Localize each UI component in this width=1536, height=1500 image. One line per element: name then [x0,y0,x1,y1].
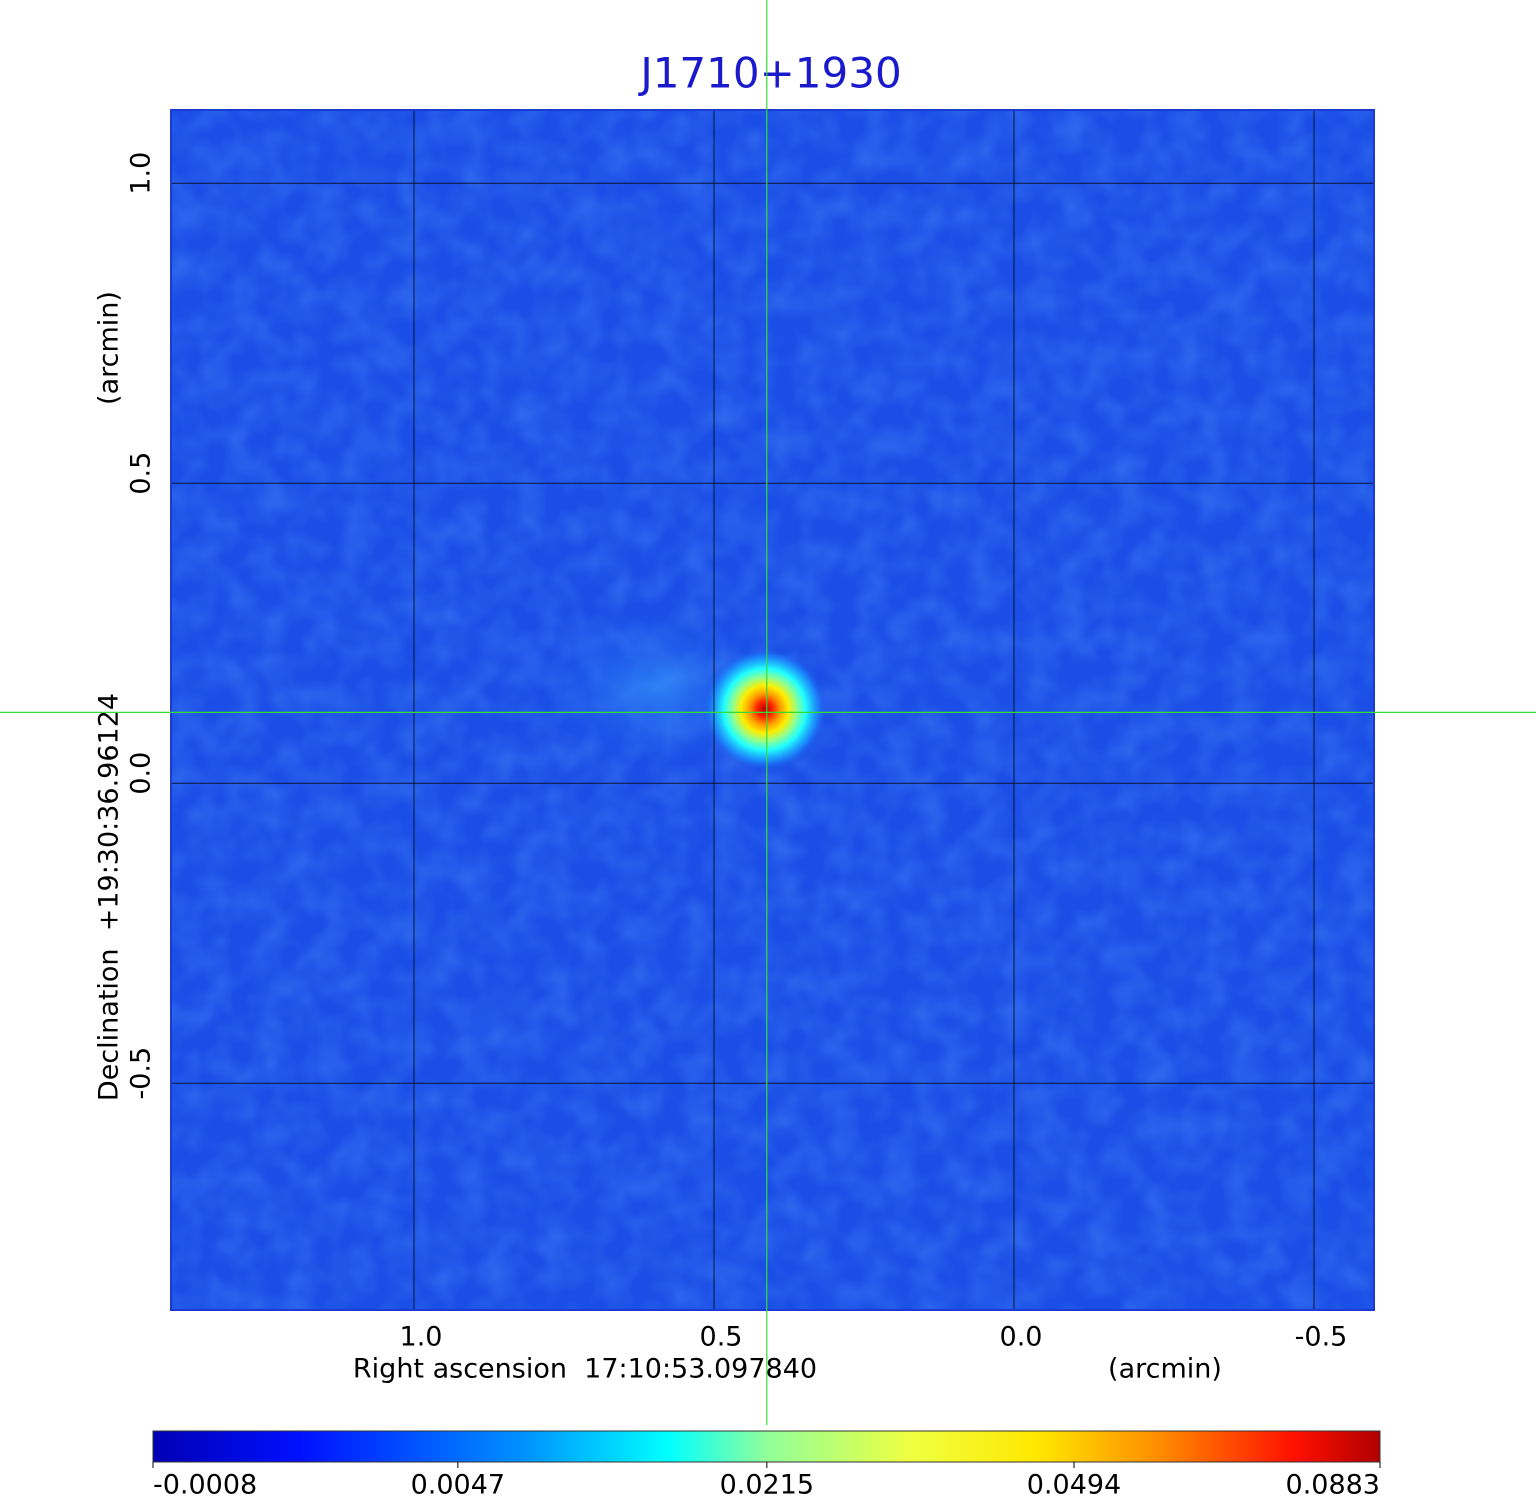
x-tick-label: -0.5 [1295,1322,1348,1353]
colorbar-tick-label: 0.0047 [411,1470,505,1500]
y-tick-label: -0.5 [126,1047,157,1100]
colorbar-tick-label: 0.0215 [720,1470,814,1500]
x-tick-label: 0.0 [1000,1322,1043,1353]
x-axis-unit: (arcmin) [1108,1354,1222,1385]
colorbar-tick-label: 0.0883 [1286,1470,1380,1500]
x-tick-label: 1.0 [400,1322,443,1353]
y-tick-label: 0.5 [126,452,157,495]
y-tick-label: 0.0 [126,752,157,795]
y-axis-label: Declination +19:30:36.96124 [94,693,125,1101]
colorbar-tick-label: 0.0494 [1027,1470,1121,1500]
chart-title: J1710+1930 [637,49,901,98]
y-tick-label: 1.0 [126,152,157,195]
x-axis-label: Right ascension 17:10:53.097840 [353,1354,817,1385]
colorbar [152,1430,1381,1463]
y-axis-unit: (arcmin) [94,291,125,405]
x-tick-label: 0.5 [700,1322,743,1353]
plot-frame [170,109,1375,1311]
colorbar-tick-label: -0.0008 [153,1470,257,1500]
source-blob [702,647,827,772]
